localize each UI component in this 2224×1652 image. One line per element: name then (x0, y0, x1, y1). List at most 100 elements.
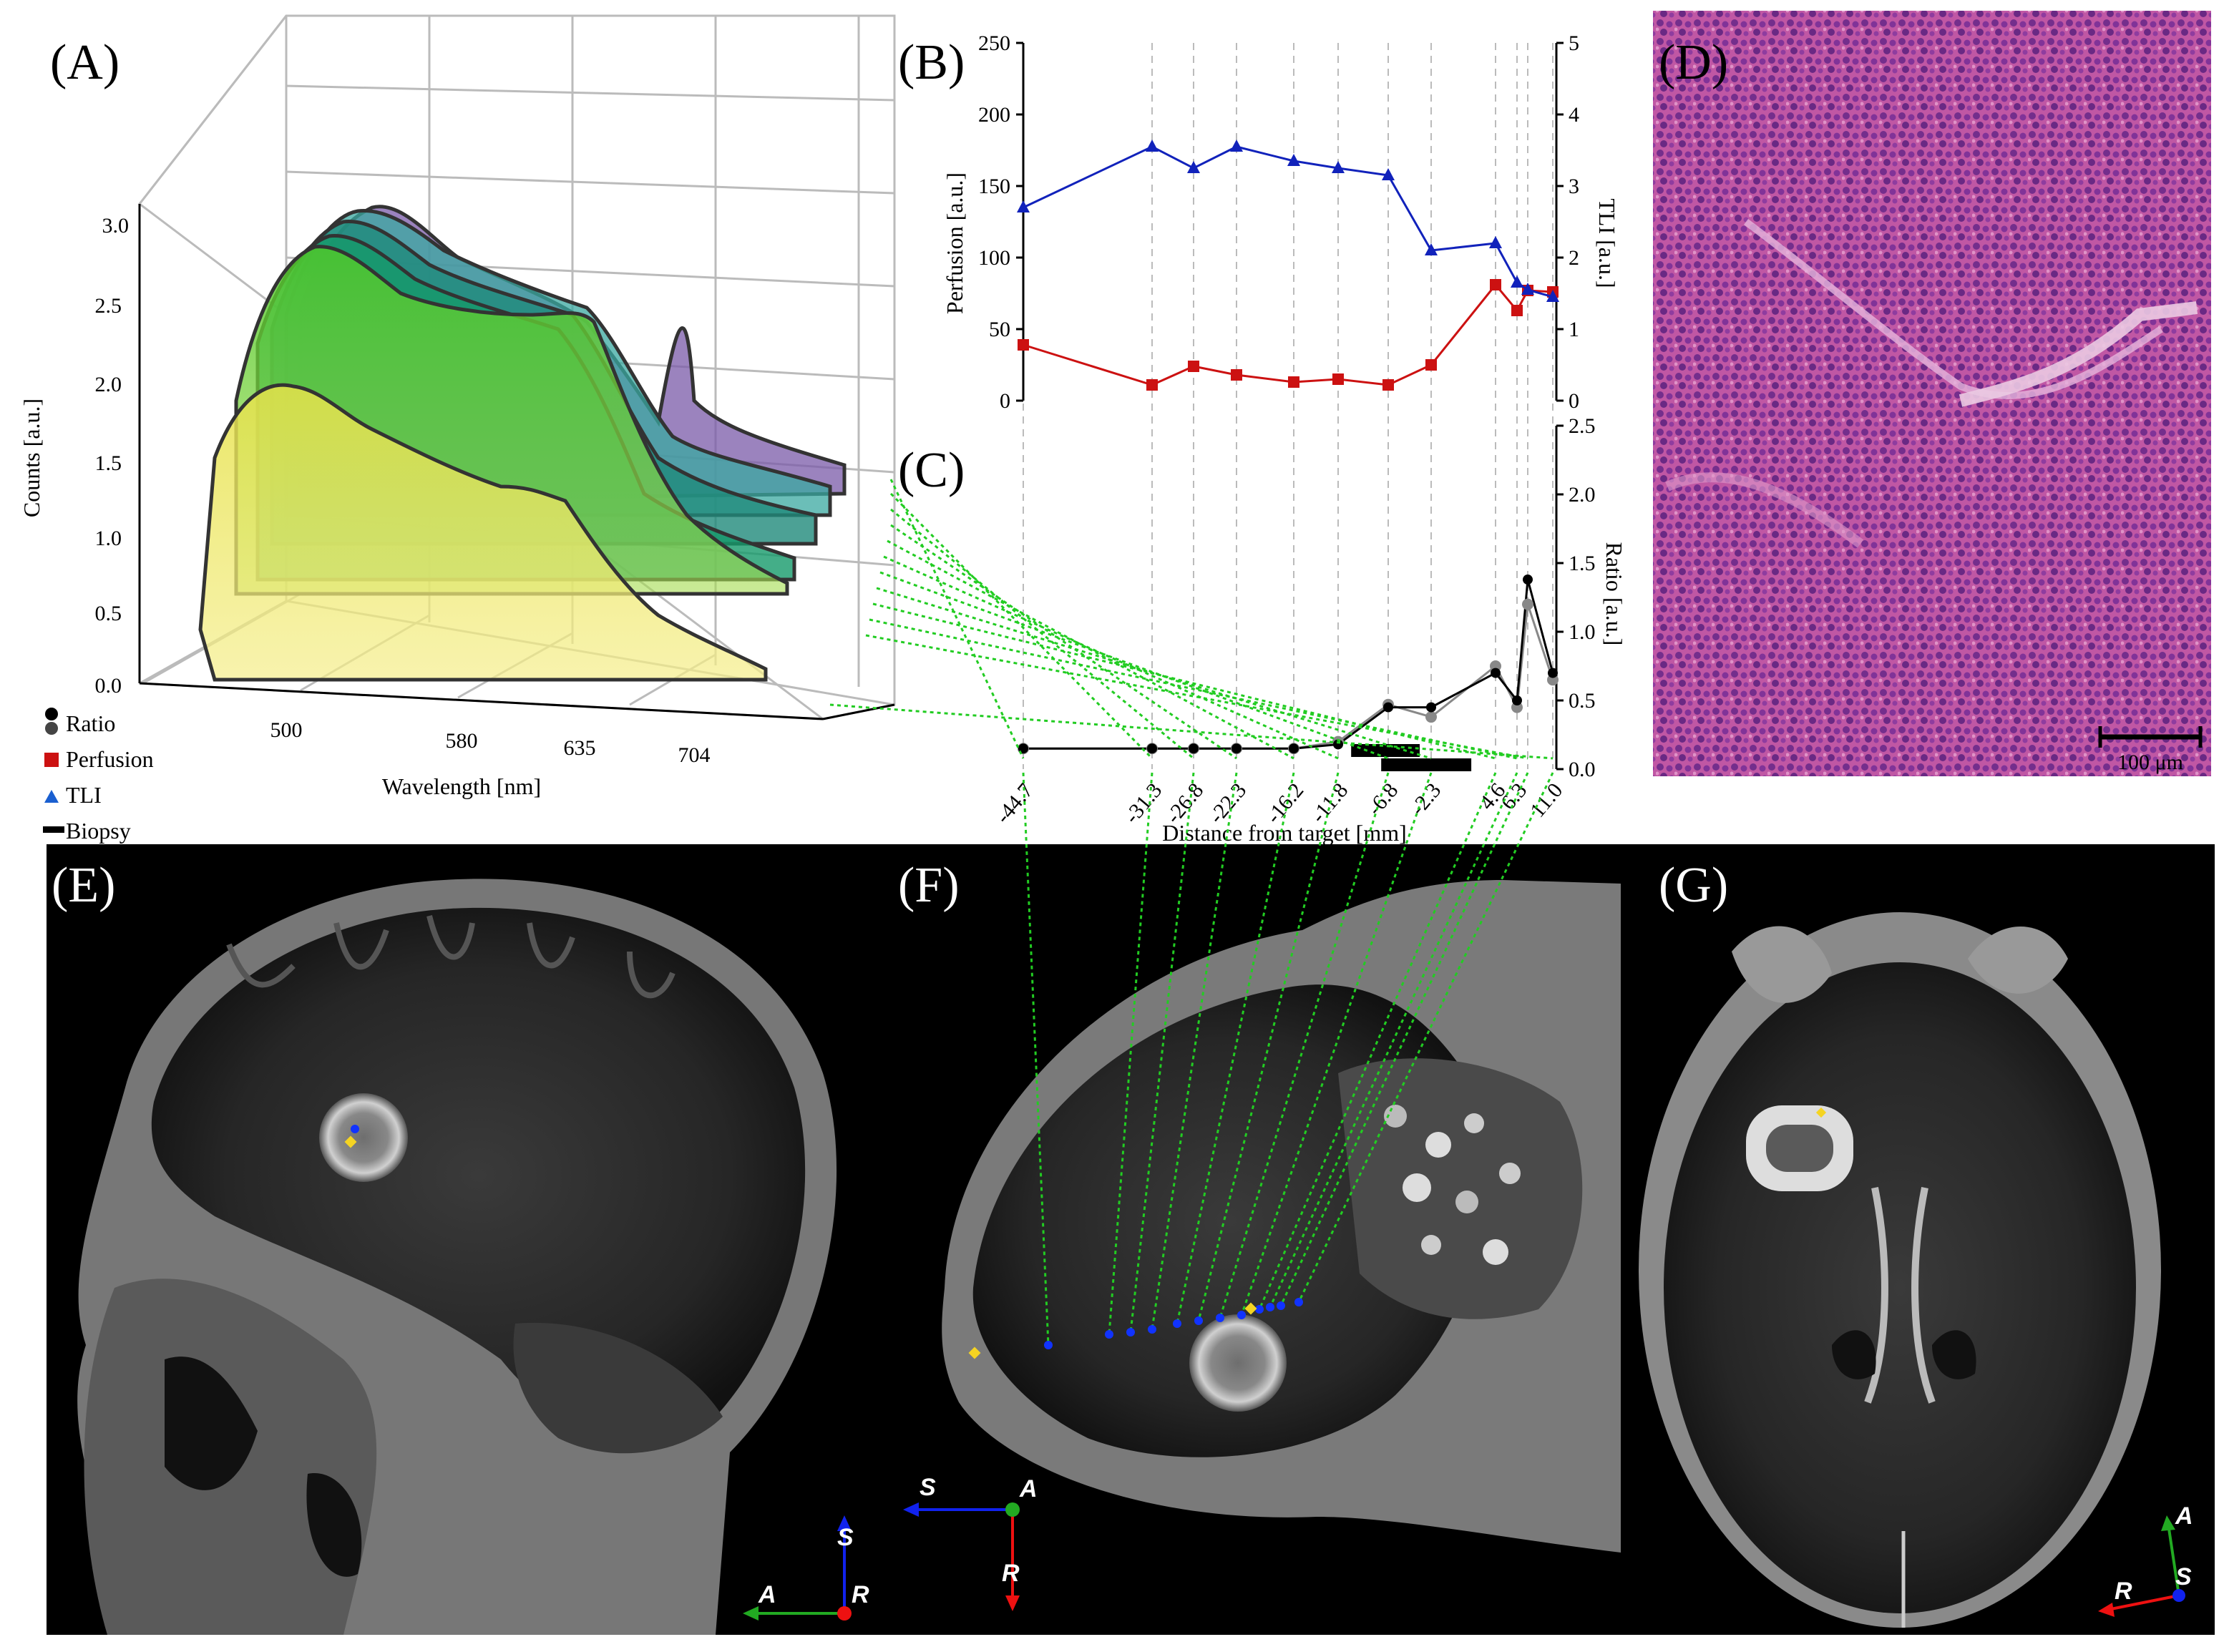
mri-measurement-point (1148, 1325, 1156, 1334)
panel-c: (C) Ratio [a.u.] Distance from target [m… (898, 414, 1627, 846)
mri-measurement-point (1126, 1328, 1135, 1336)
biopsy-bar (1381, 758, 1472, 771)
link-chart-to-mri (1219, 772, 1390, 1319)
perfusion-point (1146, 379, 1158, 391)
c-xtick: -44.7 (991, 778, 1038, 828)
mri-measurement-point (1237, 1311, 1246, 1319)
perfusion-point (1332, 373, 1344, 385)
ratio-point-alt (1425, 711, 1437, 723)
c-xtick: -2.3 (1406, 778, 1446, 820)
orient-g-origin: S (2175, 1563, 2192, 1590)
a-xtick: 635 (564, 736, 596, 760)
correspondence-lines (829, 479, 1554, 1349)
tli-point (1546, 290, 1559, 302)
a-xlabel: Wavelength [nm] (382, 773, 541, 799)
tli-point (1332, 161, 1345, 173)
a-xtick: 580 (446, 729, 478, 753)
panel-e: (E) S A R (52, 858, 869, 1635)
scalebar-label: 100 μm (2117, 751, 2183, 774)
a-xtick: 704 (678, 743, 711, 767)
orient-e-left: A (758, 1581, 776, 1608)
tli-point (1017, 200, 1030, 212)
link-spectrum-to-chart (889, 492, 1154, 760)
panel-label-e: (E) (52, 858, 115, 913)
spectra-areas (198, 205, 847, 682)
legend-tli: TLI (66, 782, 102, 808)
ratio-point-alt (1522, 598, 1533, 610)
panel-b: (B) Perfusion [a.u.] TLI [a.u.] 05010015… (898, 31, 1620, 769)
mri-measurement-point (1255, 1305, 1264, 1314)
panel-label-c: (C) (898, 443, 965, 498)
perfusion-point (1188, 361, 1199, 372)
link-chart-to-mri (1240, 772, 1433, 1316)
tli-point (1489, 236, 1502, 248)
b-y2label: TLI [a.u.] (1594, 198, 1620, 288)
ratio-point (1289, 743, 1299, 754)
perfusion-point (1425, 359, 1437, 371)
perfusion-point (1018, 339, 1029, 351)
panel-label-f: (F) (898, 858, 960, 913)
mri-measurement-point (1194, 1316, 1203, 1325)
ratio-point (1426, 702, 1436, 713)
b-ytick: 0 (1000, 389, 1010, 413)
link-chart-to-mri (1176, 772, 1295, 1324)
panel-label-b: (B) (898, 35, 965, 90)
orient-e-up: S (837, 1524, 854, 1551)
legend-biopsy: Biopsy (66, 818, 131, 844)
link-spectrum-to-chart (865, 634, 1528, 760)
link-chart-to-mri (1197, 772, 1340, 1321)
orient-f-left: S (920, 1474, 936, 1501)
link-chart-to-mri (1269, 772, 1518, 1308)
b-ytick: 150 (978, 175, 1010, 198)
link-spectrum-to-chart (890, 524, 1237, 760)
tli-point (1425, 243, 1438, 255)
c-xtick: 11.0 (1526, 778, 1567, 822)
b-y2tick: 5 (1569, 31, 1579, 55)
a-ytick: 3.0 (102, 214, 130, 238)
orient-f-origin: A (1019, 1475, 1038, 1502)
c-y2tick: 0.0 (1569, 758, 1596, 781)
legend-ratio: Ratio (66, 710, 115, 736)
panel-d: 100 μm (D) (1653, 11, 2211, 776)
orient-g-up: A (2175, 1502, 2193, 1530)
link-chart-to-mri (1279, 772, 1529, 1306)
mri-measurement-point (1105, 1330, 1113, 1339)
b-y2tick: 2 (1569, 246, 1579, 270)
a-ytick: 2.5 (95, 294, 122, 318)
link-spectrum-to-chart (890, 508, 1194, 760)
perfusion-point (1511, 305, 1523, 316)
spectrum-6 (198, 383, 768, 682)
link-chart-to-mri (1129, 772, 1195, 1333)
panel-label-g: (G) (1659, 858, 1728, 913)
ratio-point (1383, 702, 1393, 713)
orient-g-left: R (2115, 1578, 2132, 1605)
tli-point (1146, 140, 1159, 152)
perfusion-point (1490, 279, 1501, 290)
tli-point (1511, 275, 1523, 288)
ratio-point (1189, 743, 1199, 754)
mri-measurement-point (1266, 1303, 1274, 1311)
ratio-line (1023, 579, 1554, 750)
c-y2tick: 0.5 (1569, 689, 1596, 713)
c-y2tick: 1.5 (1569, 552, 1596, 575)
tli-point (1382, 168, 1395, 180)
ratio-point (1491, 668, 1501, 678)
panel-label-d: (D) (1659, 35, 1728, 90)
a-ytick: 1.0 (95, 527, 122, 550)
perfusion-point (1288, 376, 1299, 388)
b-y2tick: 4 (1569, 103, 1579, 127)
link-chart-to-mri (1151, 772, 1238, 1330)
a-ytick: 2.0 (95, 373, 122, 396)
c-xtick: 6.3 (1496, 778, 1531, 814)
mri-measurement-point (1044, 1341, 1053, 1349)
orient-f-down: R (1002, 1560, 1020, 1587)
tli-point (1521, 283, 1534, 295)
a-ytick: 1.5 (95, 451, 122, 475)
c-xtick: -31.3 (1120, 778, 1166, 828)
mri-target-marker (1244, 1302, 1257, 1315)
ratio-point (1512, 695, 1522, 705)
b-ytick: 50 (989, 318, 1010, 341)
c-y2tick: 2.5 (1569, 414, 1596, 438)
b-y2tick: 3 (1569, 175, 1579, 198)
c-y2label: Ratio [a.u.] (1601, 542, 1627, 646)
